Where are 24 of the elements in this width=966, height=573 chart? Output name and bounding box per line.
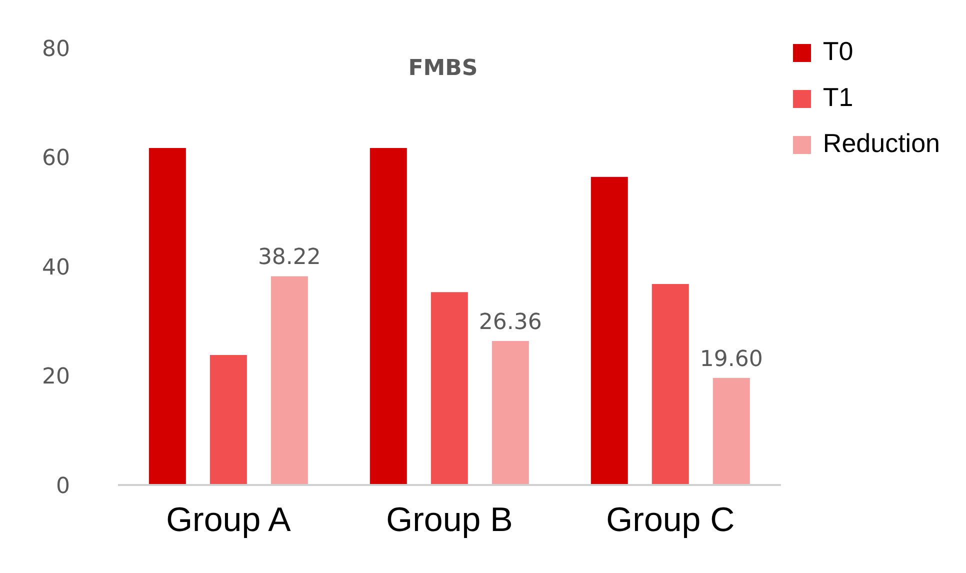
y-tick-label: 0 xyxy=(56,474,70,499)
x-tick-label: Group C xyxy=(606,501,735,540)
bar xyxy=(370,148,407,485)
bar xyxy=(712,378,750,485)
data-label: 26.36 xyxy=(478,310,542,336)
legend-label: T0 xyxy=(822,36,854,66)
data-label: 19.60 xyxy=(700,346,763,372)
legend-label: T1 xyxy=(822,82,854,112)
bar xyxy=(590,176,628,485)
legend-label: Reduction xyxy=(822,128,940,158)
y-tick-label: 80 xyxy=(42,36,70,62)
bar xyxy=(492,341,529,485)
x-tick-label: Group B xyxy=(386,501,513,540)
data-label: 38.22 xyxy=(258,245,321,270)
bar xyxy=(148,148,186,485)
y-tick-label: 60 xyxy=(42,146,70,172)
bar xyxy=(270,276,308,485)
y-tick-label: 40 xyxy=(42,255,70,280)
bar xyxy=(210,354,247,485)
y-tick-label: 20 xyxy=(42,364,70,390)
bar xyxy=(430,292,468,485)
bar xyxy=(652,284,689,485)
x-tick-label: Group A xyxy=(166,501,292,540)
chart-title: FMBS xyxy=(408,56,478,81)
